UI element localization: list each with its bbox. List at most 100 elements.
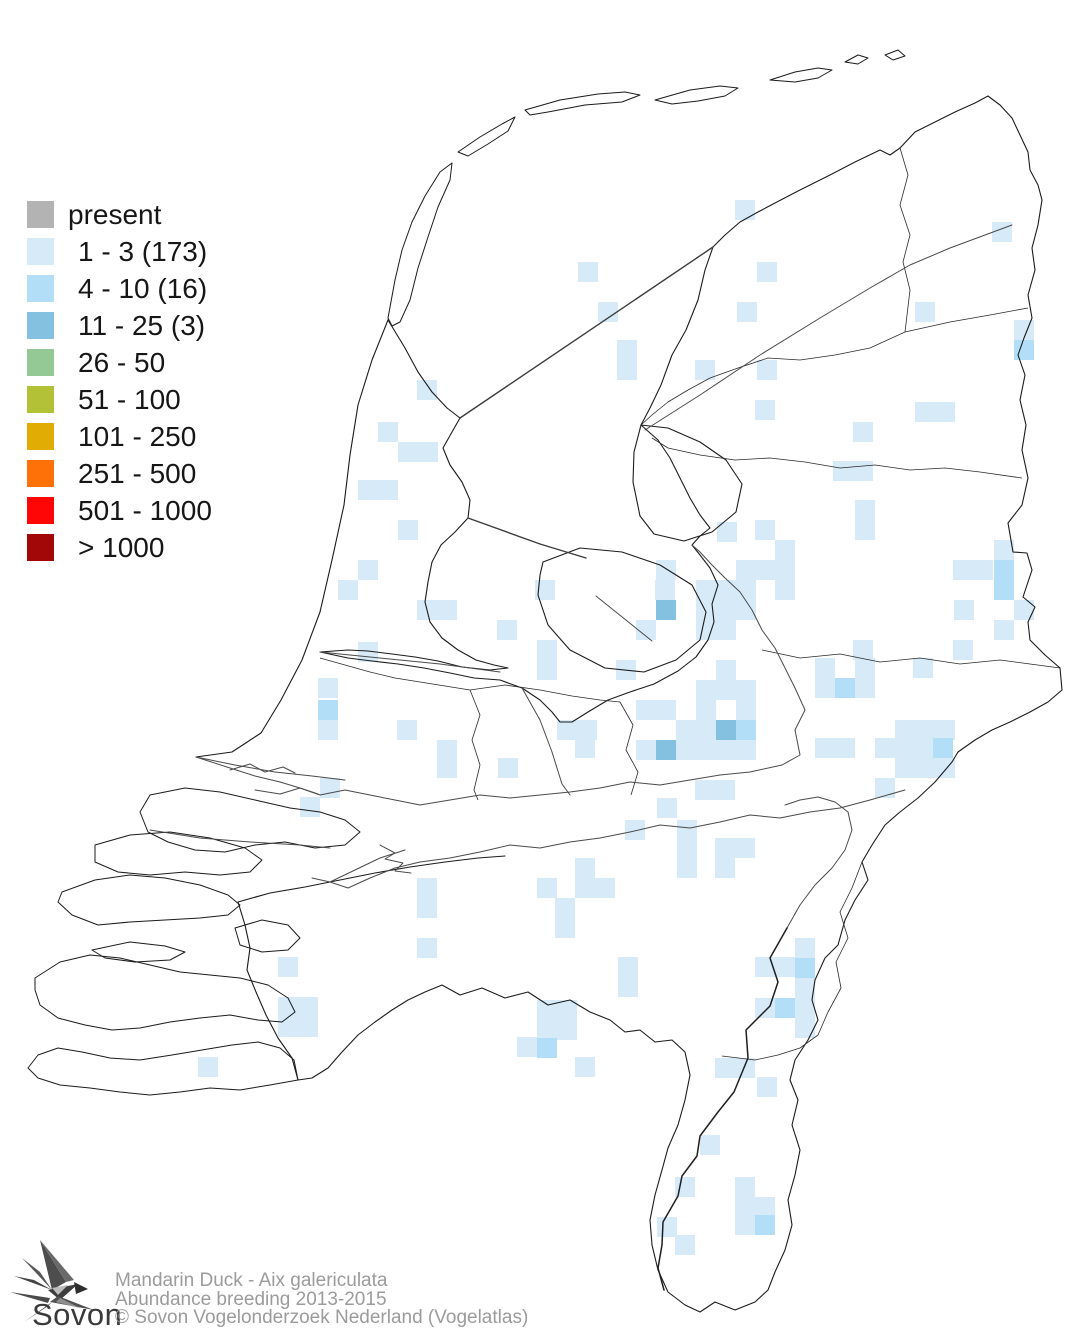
grid-cell — [855, 678, 875, 698]
legend-swatch — [27, 534, 54, 561]
grid-cell — [418, 442, 438, 462]
grid-cell — [757, 360, 777, 380]
grid-cell — [298, 997, 318, 1017]
grid-cell — [715, 838, 735, 858]
legend-swatch — [27, 349, 54, 376]
grid-cell — [378, 480, 398, 500]
grid-cell — [676, 720, 696, 740]
grid-cell — [835, 738, 855, 758]
grid-cell — [795, 938, 815, 958]
legend-item: 101 - 250 — [27, 418, 212, 455]
sovon-logo-bird-icon — [10, 1240, 94, 1322]
grid-cell — [318, 720, 338, 740]
grid-cell — [298, 1017, 318, 1037]
grid-cell — [655, 580, 675, 600]
grid-cell — [437, 600, 457, 620]
grid-cell — [618, 957, 638, 977]
grid-cell — [575, 738, 595, 758]
legend-item: 26 - 50 — [27, 344, 212, 381]
grid-cell — [735, 1058, 755, 1078]
grid-cell — [735, 200, 755, 220]
grid-cell — [736, 740, 756, 760]
grid-cell — [675, 1235, 695, 1255]
grid-cell — [657, 798, 677, 818]
grid-cell — [775, 540, 795, 560]
grid-cell — [397, 720, 417, 740]
grid-cell — [537, 878, 557, 898]
grid-cell — [497, 620, 517, 640]
grid-cell — [696, 720, 716, 740]
grid-cell — [575, 878, 595, 898]
legend-swatch — [27, 497, 54, 524]
abundance-grid-cells — [198, 200, 1034, 1255]
grid-cell — [677, 858, 697, 878]
grid-cell — [815, 658, 835, 678]
grid-cell — [575, 858, 595, 878]
grid-cell — [437, 740, 457, 760]
grid-cell — [915, 402, 935, 422]
grid-cell — [715, 780, 735, 800]
legend-label: > 1000 — [78, 532, 165, 563]
maas-river-limburg — [657, 927, 788, 1291]
rivers-and-canals — [149, 224, 1013, 929]
legend-item: 4 - 10 (16) — [27, 270, 212, 307]
grid-cell — [537, 660, 557, 680]
grid-cell — [1014, 340, 1034, 360]
legend: present 1 - 3 (173) 4 - 10 (16) 11 - 25 (3)… — [27, 196, 212, 566]
country-outline — [195, 95, 1063, 1313]
grid-cell — [895, 738, 915, 758]
legend-swatch — [27, 275, 54, 302]
legend-label: 501 - 1000 — [78, 495, 212, 526]
grid-cell — [636, 740, 656, 760]
grid-cell — [716, 620, 736, 640]
legend-item: 11 - 25 (3) — [27, 307, 212, 344]
grid-cell — [636, 620, 656, 640]
grid-cell — [716, 720, 736, 740]
grid-cell — [875, 778, 895, 798]
grid-cell — [636, 700, 656, 720]
grid-cell — [915, 758, 935, 778]
grid-cell — [555, 918, 575, 938]
grid-cell — [757, 262, 777, 282]
grid-cell — [618, 977, 638, 997]
legend-swatch — [27, 238, 54, 265]
grid-cell — [716, 680, 736, 700]
legend-item: 501 - 1000 — [27, 492, 212, 529]
grid-cell — [398, 442, 418, 462]
grid-cell — [338, 580, 358, 600]
legend-label: 4 - 10 (16) — [78, 273, 208, 304]
grid-cell — [557, 1020, 577, 1040]
grid-cell — [915, 720, 935, 740]
grid-cell — [895, 720, 915, 740]
grid-cell — [617, 360, 637, 380]
grid-cell — [417, 938, 437, 958]
grid-cell — [537, 640, 557, 660]
grid-cell — [696, 620, 716, 640]
grid-cell — [656, 700, 676, 720]
grid-cell — [835, 678, 855, 698]
grid-cell — [320, 778, 340, 798]
grid-cell — [853, 461, 873, 481]
grid-cell — [915, 302, 935, 322]
grid-cell — [737, 302, 757, 322]
grid-cell — [853, 422, 873, 442]
grid-cell — [676, 740, 696, 760]
grid-cell — [716, 600, 736, 620]
grid-cell — [736, 680, 756, 700]
grid-cell — [537, 1020, 557, 1040]
grid-cell — [696, 680, 716, 700]
legend-item: 1 - 3 (173) — [27, 233, 212, 270]
grid-cell — [715, 858, 735, 878]
grid-cell — [775, 580, 795, 600]
grid-cell — [755, 560, 775, 580]
grid-cell — [656, 600, 676, 620]
grid-cell — [656, 740, 676, 760]
grid-cell — [318, 700, 338, 720]
sovon-wordmark: Sovon — [32, 1297, 123, 1332]
legend-item: present — [27, 196, 212, 233]
grid-cell — [575, 1057, 595, 1077]
grid-cell — [537, 1000, 557, 1020]
grid-cell — [517, 1037, 537, 1057]
legend-label: 251 - 500 — [78, 458, 197, 489]
